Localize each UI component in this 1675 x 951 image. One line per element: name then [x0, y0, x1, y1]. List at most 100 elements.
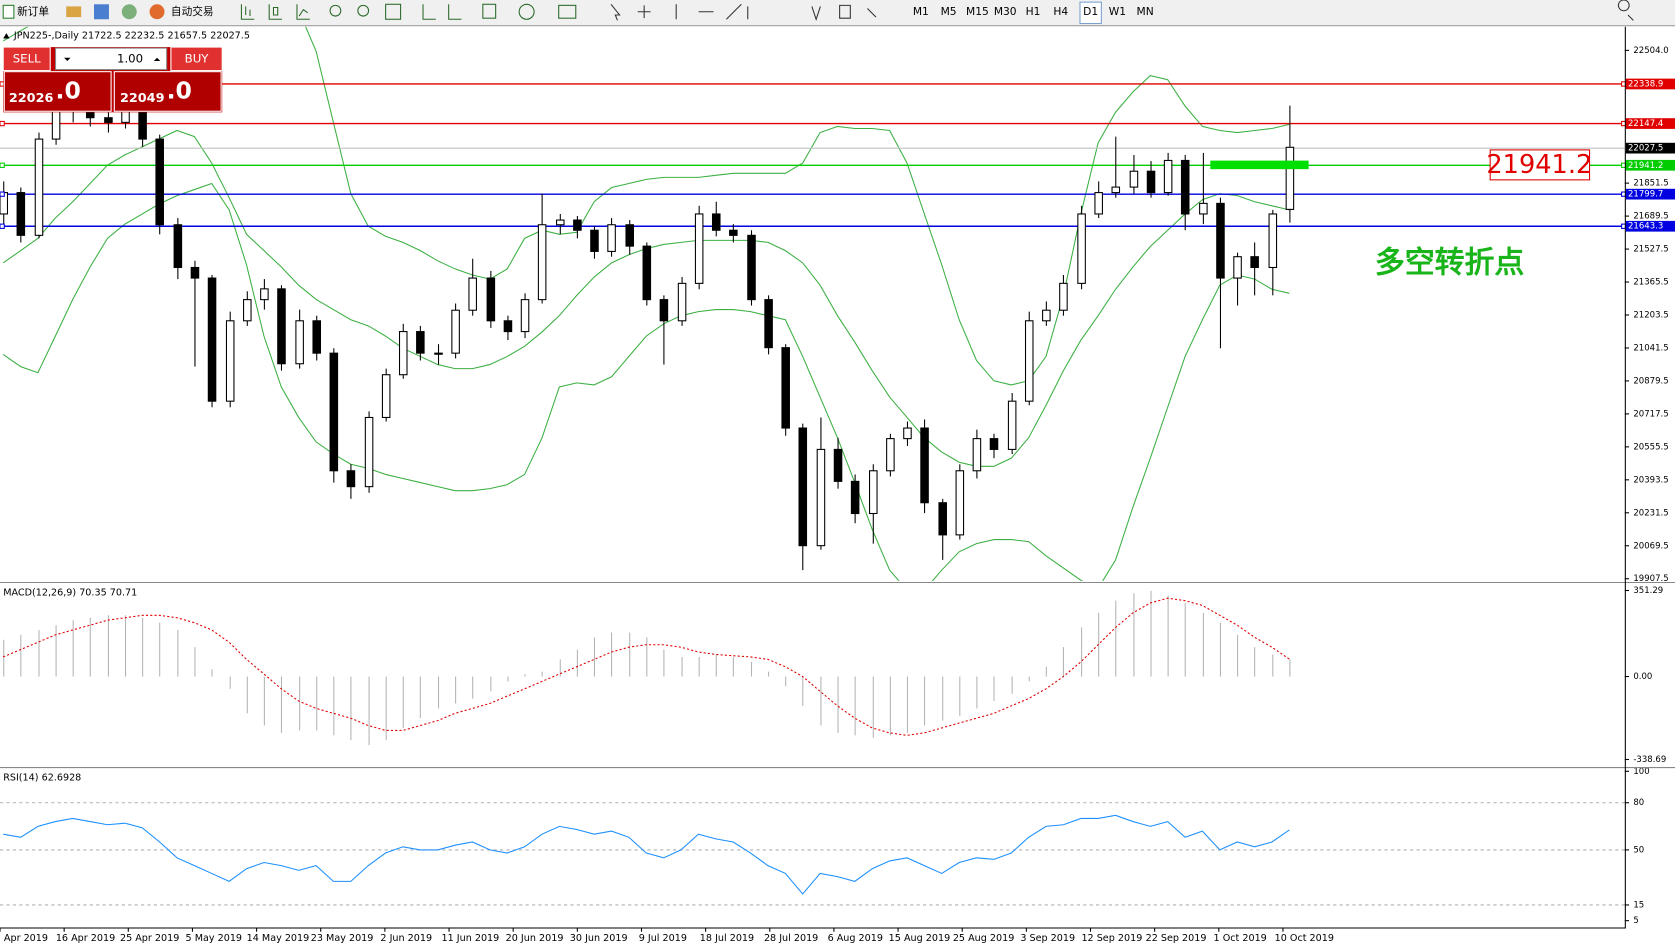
- new-order-button[interactable]: 新订单: [17, 5, 49, 18]
- candle-body: [243, 299, 252, 322]
- candle-body: [590, 229, 599, 252]
- timeframe-button[interactable]: M1: [913, 5, 929, 18]
- toolbar-icon[interactable]: [121, 4, 137, 20]
- candle-body: [955, 470, 965, 536]
- timeframe-button[interactable]: H1: [1026, 5, 1041, 18]
- x-tick-label: 9 Jul 2019: [639, 933, 687, 944]
- candle-body: [729, 229, 738, 236]
- timeframe-button[interactable]: M30: [994, 5, 1017, 18]
- chart-header: JPN225-,Daily 21722.5 22232.5 21657.5 22…: [13, 30, 250, 41]
- y-tick-label: 20717.5: [1633, 409, 1668, 419]
- low-value: 21657.5: [167, 30, 207, 41]
- ask-fraction[interactable]: .0: [167, 76, 192, 104]
- sell-button[interactable]: [2, 46, 51, 72]
- y-tick-label: 19907.5: [1633, 574, 1668, 584]
- y-tick-label: 21527.5: [1633, 245, 1668, 255]
- x-tick-label: 1 Oct 2019: [1214, 933, 1267, 944]
- bar-chart-icon[interactable]: [240, 4, 255, 20]
- bid-price[interactable]: 22026: [9, 91, 54, 106]
- x-tick-label: 6 Aug 2019: [828, 933, 883, 944]
- zoom-in-icon[interactable]: [329, 4, 342, 17]
- candle-body: [1024, 320, 1034, 402]
- candle-body: [34, 138, 44, 236]
- indicator-icon[interactable]: [482, 3, 497, 19]
- open-value: 21722.5: [82, 30, 122, 41]
- candle-body: [451, 309, 460, 354]
- candle-body: [573, 219, 582, 231]
- candle-body: [104, 117, 113, 123]
- candle-body: [1285, 146, 1295, 210]
- toolbar-icon[interactable]: [94, 4, 109, 20]
- candle-body: [207, 277, 217, 402]
- level-label-bg: [1625, 159, 1675, 171]
- candle-body: [1007, 400, 1017, 450]
- timeframe-button[interactable]: D1: [1083, 5, 1098, 18]
- toolbar-icon[interactable]: [66, 6, 82, 18]
- new-order-icon[interactable]: [2, 4, 15, 19]
- auto-trading-button[interactable]: 自动交易: [171, 5, 214, 18]
- toolbar-bg: [0, 0, 1675, 26]
- sell-price-box[interactable]: [3, 71, 112, 112]
- candle-body: [1042, 309, 1051, 322]
- candle-body: [642, 245, 652, 301]
- candle-chart-icon[interactable]: [268, 4, 283, 20]
- buy-label[interactable]: BUY: [185, 51, 210, 65]
- x-tick-label: 12 Sep 2019: [1081, 933, 1142, 944]
- timeframe-button[interactable]: MN: [1137, 5, 1154, 18]
- candle-body: [537, 224, 547, 301]
- candle-body: [920, 427, 929, 504]
- timeframe-button[interactable]: H4: [1053, 5, 1068, 18]
- indicator-name: RSI(14): [3, 773, 38, 784]
- toolbar-tools[interactable]: [240, 0, 1634, 21]
- candle-body: [312, 320, 322, 354]
- scroll-icon[interactable]: [422, 4, 462, 20]
- template-icon[interactable]: [558, 4, 577, 19]
- timeframe-button[interactable]: M5: [941, 5, 957, 18]
- candle-body: [16, 192, 26, 236]
- x-tick-label: 15 Aug 2019: [889, 933, 951, 944]
- candle-body: [468, 277, 477, 311]
- ask-price[interactable]: 22049: [120, 91, 165, 106]
- level-label: 21941.2: [1628, 161, 1663, 171]
- candle-body: [1111, 186, 1121, 194]
- y-tick-label: 21689.5: [1633, 212, 1668, 222]
- y-tick-label: 0.00: [1633, 672, 1652, 682]
- candle-body: [503, 320, 513, 333]
- buy-price-box[interactable]: [113, 71, 222, 112]
- tile-icon[interactable]: [385, 3, 402, 20]
- buy-button[interactable]: [170, 46, 223, 72]
- auto-trading-icon[interactable]: [149, 4, 165, 20]
- drawing-tools[interactable]: [610, 3, 877, 21]
- search-icon[interactable]: [1617, 0, 1634, 21]
- sell-label[interactable]: SELL: [13, 51, 41, 65]
- level-handle: [0, 120, 5, 127]
- line-chart-icon[interactable]: [296, 4, 310, 20]
- candle-body: [1216, 202, 1225, 279]
- candle-body: [850, 480, 860, 515]
- y-tick-label: 100: [1633, 767, 1649, 777]
- timeframe-button[interactable]: W1: [1109, 5, 1126, 18]
- candle-body: [989, 438, 999, 450]
- candle-body: [155, 138, 164, 226]
- candle-body: [398, 331, 408, 376]
- lot-input[interactable]: [55, 47, 168, 71]
- collapse-arrow[interactable]: [3, 33, 10, 39]
- y-tick-label: -338.69: [1633, 755, 1666, 765]
- timeframe-button[interactable]: M15: [966, 5, 989, 18]
- y-tick-label: 50: [1633, 845, 1644, 855]
- candle-body: [1077, 213, 1086, 284]
- candle-body: [1059, 282, 1068, 311]
- zoom-out-icon[interactable]: [357, 4, 370, 17]
- indicator-name: MACD(12,26,9): [3, 588, 76, 599]
- y-tick-label: 351.29: [1633, 586, 1663, 596]
- macd-panel: [2, 590, 1291, 746]
- x-tick-label: 14 May 2019: [247, 933, 310, 944]
- period-icon[interactable]: [518, 3, 535, 20]
- candle-body: [816, 448, 826, 547]
- lot-value[interactable]: 1.00: [117, 51, 143, 65]
- signal-value: 70.71: [110, 588, 137, 599]
- y-tick-label: 80: [1633, 798, 1644, 808]
- bid-fraction[interactable]: .0: [56, 76, 81, 104]
